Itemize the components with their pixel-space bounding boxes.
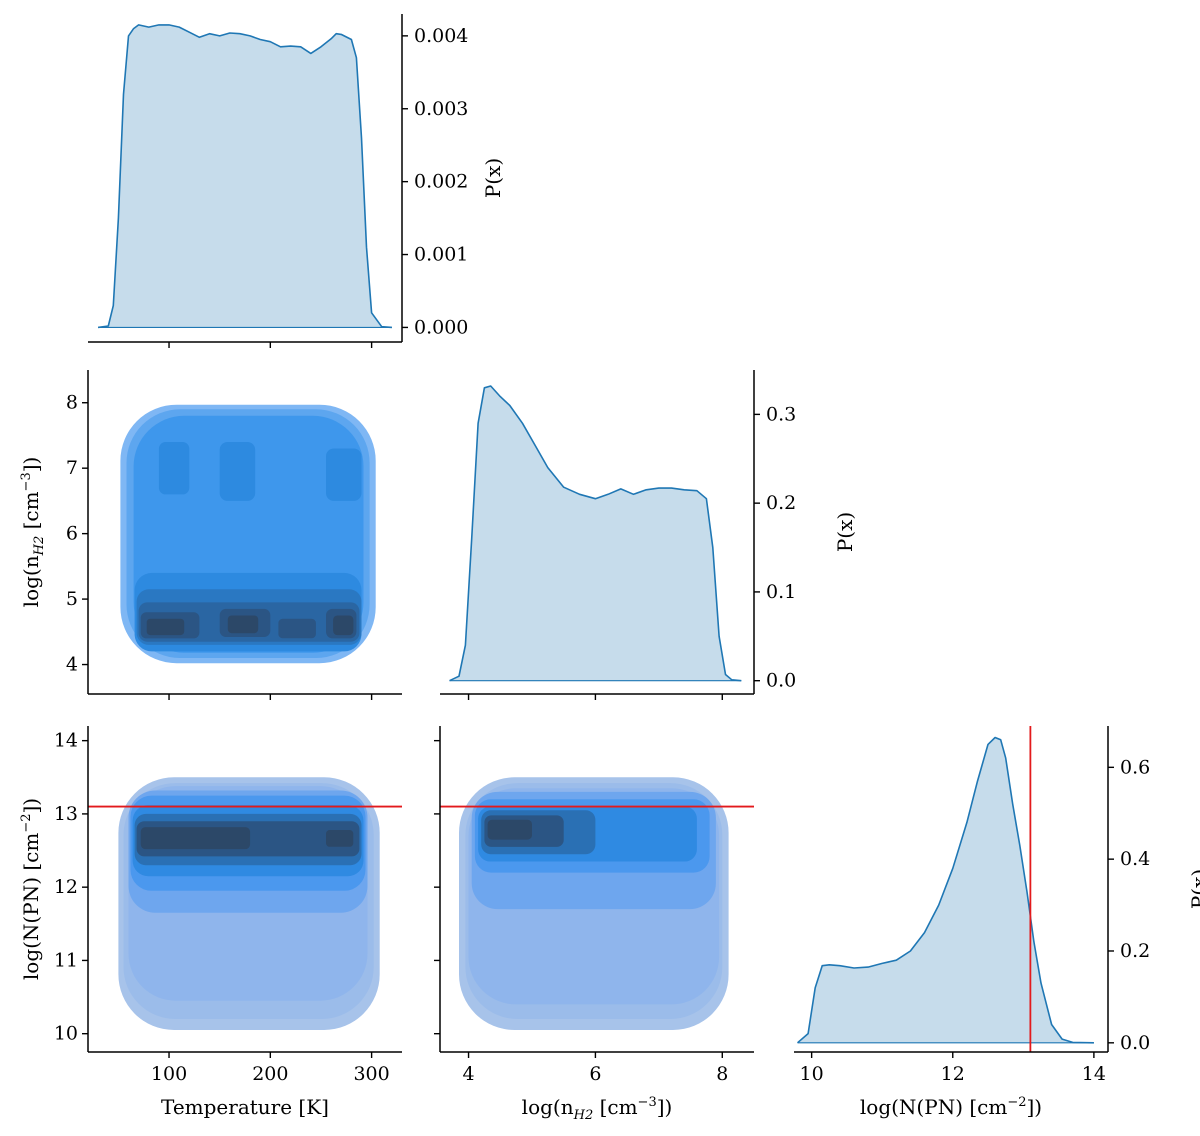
x-axis-label-tail: ]) [657,1095,673,1119]
density-area [449,386,742,681]
kde-contour-level-4-region-3 [219,442,256,501]
panel-marginal-column: 10 12 14 0.0 0.2 0.4 0.6 log(N(PN) [cm−2]) P(x) [794,726,1200,1119]
x-axis-label-mid: [cm [593,1095,637,1119]
y-axis-label-tail: ]) [19,457,43,473]
density-curve [796,736,1094,1044]
y-tick-label: 0.1 [766,581,796,603]
x-tick-label: 100 [151,1063,187,1085]
x-tick-label: 8 [716,1063,728,1085]
y-axis-label: log(N(PN) [cm−2]) [19,798,43,980]
kde-contour-level-9-region-2 [326,830,354,847]
y-tick-label: 14 [54,730,78,752]
y-tick-label: 0.004 [414,25,468,47]
y-axis-label-subscript: H2 [32,536,47,557]
y-axis-label-base: log(N(PN) [cm [19,833,43,980]
y-axis-label: P(x) [1187,869,1200,909]
density-curve [449,385,742,682]
y-axis-label-base: log(n [19,555,43,607]
y-tick-label: 0.0 [1120,1032,1150,1054]
x-axis-label-superscript: −3 [638,1095,657,1110]
kde-contour-level-9-region-1 [140,827,251,850]
x-axis-label-base: log(n [522,1095,574,1119]
y-tick-label: 0.0 [766,670,796,692]
y-axis-label-superscript: −2 [19,814,34,833]
x-axis-label-superscript: −2 [1007,1095,1026,1110]
y-axis-label-mid: [cm [19,491,43,535]
y-tick-label: 0.3 [766,403,796,425]
y-axis-label-tail: ]) [19,798,43,814]
y-tick-label: 5 [66,588,78,610]
y-tick-label: 0.000 [414,316,468,338]
y-tick-label: 0.6 [1120,756,1150,778]
y-tick-label: 10 [54,1023,78,1045]
x-tick-label: 4 [462,1063,474,1085]
y-axis-label-superscript: −3 [19,472,34,491]
kde-contour-level-4-region-2 [158,442,190,495]
x-axis-label: log(N(PN) [cm−2]) [860,1095,1042,1119]
x-tick-label: 300 [353,1063,389,1085]
y-tick-label: 11 [54,949,78,971]
x-tick-label: 6 [589,1063,601,1085]
x-axis-label-subscript: H2 [573,1108,594,1123]
x-axis-label: log(nH2 [cm−3]) [522,1095,673,1123]
y-axis-label: P(x) [481,158,505,198]
panel-joint-temperature-column: 100 200 300 10 11 12 13 14 Temperature [K] log(N(… [19,726,402,1119]
kde-contour-level-8-region-2 [227,615,259,634]
x-tick-label: 200 [252,1063,288,1085]
kde-contour-level-4-region-4 [326,448,362,501]
panel-marginal-temperature: 0.000 0.001 0.002 0.003 0.004 P(x) [88,14,505,348]
y-tick-label: 0.2 [1120,940,1150,962]
y-tick-label: 0.002 [414,171,468,193]
density-area [797,737,1094,1043]
y-tick-label: 0.4 [1120,848,1150,870]
panel-joint-density-column: 4 6 8 log(nH2 [cm−3]) [434,726,754,1123]
x-axis-label-base: log(N(PN) [cm [860,1095,1007,1119]
y-axis-label: log(nH2 [cm−3]) [19,457,47,608]
y-tick-label: 12 [54,876,78,898]
x-tick-label: 10 [800,1063,824,1085]
y-tick-label: 0.003 [414,98,468,120]
y-tick-label: 7 [66,457,78,479]
x-axis-label-tail: ]) [1027,1095,1043,1119]
kde-contour-level-8-region-1 [146,618,185,636]
y-tick-label: 0.2 [766,492,796,514]
y-axis-label: P(x) [833,512,857,552]
x-tick-label: 14 [1082,1063,1106,1085]
panel-marginal-density: 0.0 0.1 0.2 0.3 P(x) [440,370,857,700]
y-tick-label: 6 [66,523,78,545]
density-area [98,24,392,328]
y-tick-label: 4 [66,654,78,676]
x-axis-label: Temperature [K] [161,1095,329,1119]
y-tick-label: 0.001 [414,244,468,266]
x-tick-label: 12 [941,1063,965,1085]
panel-joint-temperature-density: 4 5 6 7 8 log(nH2 [cm−3]) [19,370,402,700]
density-curve [97,24,392,329]
y-tick-label: 13 [54,803,78,825]
kde-contour-level-7-region-3 [278,618,316,639]
kde-contour-level-8-region-3 [333,615,354,636]
kde-contour-level-9-region-1 [487,819,532,840]
kde-contour-level-3-region-2 [310,507,362,593]
y-tick-label: 8 [66,392,78,414]
